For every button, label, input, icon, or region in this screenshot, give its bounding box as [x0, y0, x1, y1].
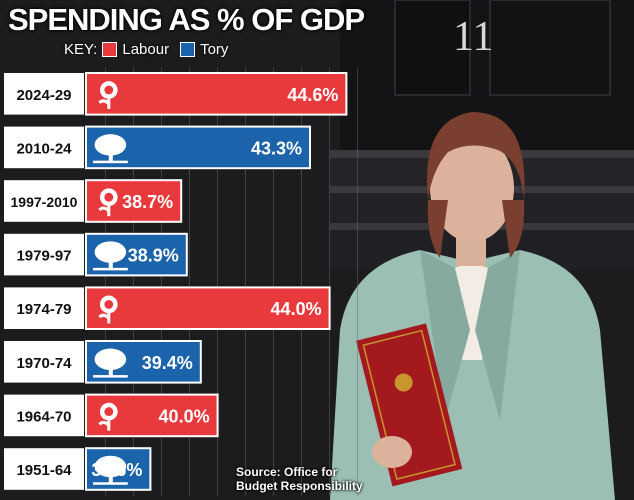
legend-entry-labour: Labour — [102, 41, 169, 58]
door-number: 11 — [453, 14, 493, 60]
source-note: Source: Office for Budget Responsibility — [236, 465, 363, 493]
data-label: 39.4% — [142, 353, 193, 373]
oak-tree-icon — [93, 134, 128, 164]
category-label: 1974-79 — [16, 301, 71, 318]
category-label: 1979-97 — [16, 248, 71, 265]
legend-entry-tory: Tory — [180, 41, 228, 58]
category-label: 2024-29 — [16, 87, 71, 104]
data-label: 38.7% — [122, 192, 173, 212]
person-figure — [330, 112, 615, 500]
category-box — [4, 448, 84, 490]
category-label: 2010-24 — [16, 140, 72, 157]
oak-tree-icon — [93, 348, 128, 378]
rose-icon — [98, 402, 118, 431]
oak-tree-icon — [93, 455, 128, 485]
data-label: 44.6% — [287, 85, 338, 105]
legend-tory-label: Tory — [200, 40, 229, 58]
legend-labour-label: Labour — [122, 40, 170, 58]
bar — [85, 286, 331, 330]
category-box — [4, 233, 84, 276]
rose-icon — [98, 188, 118, 217]
category-box — [4, 180, 84, 222]
labour-swatch — [102, 41, 118, 57]
legend: KEY: Labour Tory — [64, 40, 234, 58]
chart-title: SPENDING AS % OF GDP — [8, 2, 365, 37]
category-label: 1997-2010 — [11, 194, 78, 210]
bar — [85, 72, 348, 116]
rose-icon — [98, 81, 118, 109]
legend-label: KEY: — [64, 40, 98, 58]
data-label: 40.0% — [159, 406, 210, 426]
category-box — [4, 126, 84, 169]
data-label: 43.3% — [251, 138, 302, 158]
data-label: 44.0% — [271, 299, 322, 319]
category-label: 1951-64 — [16, 462, 72, 479]
category-box — [4, 394, 84, 437]
rose-icon — [98, 295, 118, 324]
category-box — [4, 73, 84, 115]
category-label: 1970-74 — [16, 355, 72, 372]
data-label: 37.6% — [91, 460, 142, 480]
category-label: 1964-70 — [16, 408, 71, 425]
data-label: 38.9% — [128, 246, 179, 266]
oak-tree-icon — [93, 241, 128, 271]
category-box — [4, 341, 84, 383]
tory-swatch — [180, 41, 196, 57]
category-box — [4, 287, 84, 329]
